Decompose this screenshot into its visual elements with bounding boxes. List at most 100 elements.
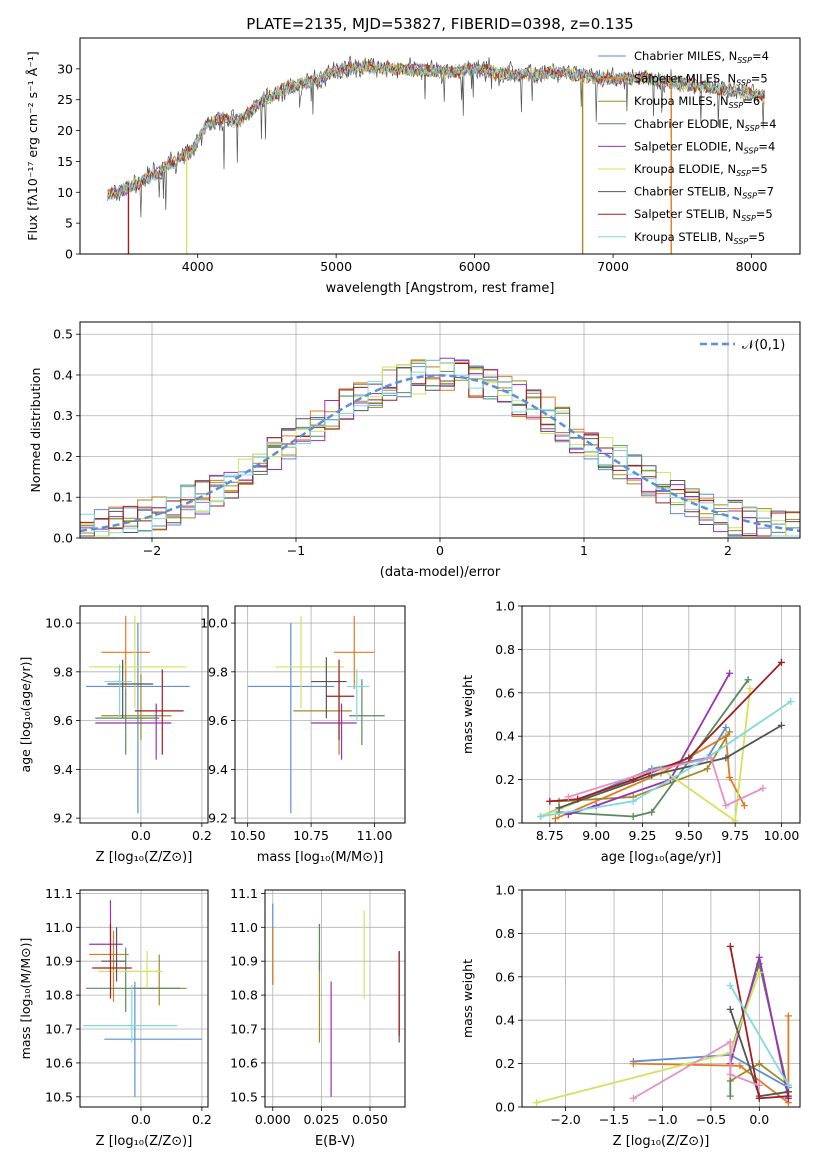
- plot-frame: [521, 889, 801, 1108]
- y-tick-label: 9.4: [208, 762, 228, 777]
- y-tick-label: 11.0: [230, 920, 258, 935]
- error-cross: [101, 674, 172, 741]
- y-tick-label: 9.2: [53, 811, 73, 826]
- weight-marker: [726, 669, 734, 677]
- y-tick-label: 9.6: [53, 713, 73, 728]
- plot-area: [80, 357, 800, 538]
- plot-frame: [79, 605, 209, 824]
- x-tick-label: 7000: [597, 259, 629, 274]
- plot-area: [83, 900, 202, 1097]
- gridlines: [235, 606, 405, 823]
- x-tick-label: 6000: [459, 259, 491, 274]
- y-tick-label: 10.7: [230, 1022, 258, 1037]
- x-tick-label: 0: [436, 543, 444, 558]
- error-cross: [311, 703, 357, 760]
- weight-series: [536, 972, 761, 1104]
- x-axis-label: E(B-V): [315, 1134, 355, 1149]
- error-cross: [104, 981, 202, 1097]
- plot-area: [272, 903, 400, 1097]
- y-tick-label: 0.6: [495, 969, 515, 984]
- error-cross: [107, 659, 154, 719]
- weight-marker: [722, 754, 730, 762]
- panel-z-weight: −2.0 −1.5 −1.0 −0.5 0.0 0.0 0.2 0.4 0.6 0.8 1.0 Z […: [460, 883, 801, 1149]
- error-cross: [83, 984, 178, 1043]
- y-tick-label: 0.8: [495, 926, 515, 941]
- figure-title: PLATE=2135, MJD=53827, FIBERID=0398, z=0…: [246, 15, 633, 33]
- legend-label: Salpeter MILES, NSSP=5: [634, 72, 768, 88]
- y-tick-label: 10.5: [230, 1089, 258, 1104]
- legend-label: Chabrier MILES, NSSP=4: [634, 49, 769, 65]
- panels-layer: 4000 5000 6000 7000 8000051015202530waveleng…: [18, 37, 801, 1149]
- x-tick-label: 9.50: [675, 828, 703, 843]
- error-cross: [131, 954, 187, 1006]
- y-tick-label: 0.2: [495, 772, 515, 787]
- weight-marker: [726, 1092, 734, 1100]
- y-tick-label: 15: [57, 154, 73, 169]
- x-tick-label: 9.75: [721, 828, 749, 843]
- error-cross: [89, 900, 123, 962]
- weight-marker: [722, 724, 730, 732]
- plot-frame: [79, 37, 801, 255]
- panel-z-age: 0.0 0.2 9.2 9.4 9.6 9.8 10.0 Z [log₁₀(Z/Z⊙)] age…: [18, 605, 212, 865]
- weight-marker: [551, 815, 559, 823]
- x-axis-label: mass [log₁₀(M/M⊙)]: [257, 850, 384, 865]
- y-axis-label: mass [log₁₀(M/M⊙)]: [18, 938, 33, 1060]
- error-cross: [95, 688, 160, 755]
- weight-marker: [685, 754, 693, 762]
- gridlines: [80, 322, 800, 539]
- y-tick-label: 0.1: [53, 490, 73, 505]
- error-cross: [101, 927, 126, 982]
- weight-marker: [740, 802, 748, 810]
- plot-frame: [79, 889, 209, 1108]
- weight-marker: [703, 765, 711, 773]
- weight-marker: [726, 1070, 734, 1078]
- weight-marker: [731, 817, 739, 823]
- y-tick-label: 0.3: [53, 408, 73, 423]
- x-tick-label: 10.75: [293, 828, 329, 843]
- x-tick-label: 1: [580, 543, 588, 558]
- y-tick-label: 0.4: [53, 367, 73, 382]
- legend: 𝒩(0,1): [700, 338, 785, 353]
- y-tick-label: 30: [57, 61, 73, 76]
- x-tick-label: 8.75: [536, 828, 564, 843]
- weight-marker: [574, 795, 582, 803]
- x-tick-label: −1: [287, 543, 305, 558]
- weight-marker: [555, 804, 563, 812]
- y-tick-label: 1.0: [495, 599, 515, 614]
- legend-label: Salpeter STELIB, NSSP=5: [634, 207, 773, 223]
- y-tick-label: 10.6: [230, 1055, 258, 1070]
- error-cross: [89, 615, 187, 709]
- y-tick-label: 0.8: [495, 642, 515, 657]
- x-tick-label: 8000: [736, 259, 768, 274]
- y-tick-label: 0.2: [495, 1056, 515, 1071]
- x-axis-label: Z [log₁₀(Z/Z⊙)]: [613, 1134, 710, 1149]
- plot-frame: [521, 605, 801, 824]
- weight-marker: [726, 981, 734, 989]
- weight-marker: [759, 784, 767, 792]
- panel-spectrum: 4000 5000 6000 7000 8000 0 5 10 15 20 25 30 waveleng…: [25, 37, 801, 296]
- y-tick-label: 10: [57, 185, 73, 200]
- y-tick-label: 9.2: [208, 811, 228, 826]
- legend-label: 𝒩(0,1): [742, 338, 785, 353]
- spectrum-series: [107, 59, 766, 201]
- error-cross: [247, 623, 334, 814]
- plot-area: [107, 55, 766, 254]
- weight-marker: [629, 797, 637, 805]
- panel-residuals: −2 −1 0 1 2 0.0 0.1 0.2 0.3 0.4 0.5 (data-model)/er…: [28, 321, 801, 580]
- x-tick-label: −1.5: [599, 1112, 629, 1127]
- weight-series: [729, 985, 790, 1086]
- weight-marker: [707, 754, 715, 762]
- x-tick-label: 9.00: [582, 828, 610, 843]
- y-tick-label: 10.9: [45, 954, 73, 969]
- x-tick-label: −1.0: [647, 1112, 677, 1127]
- y-tick-label: 10.7: [45, 1022, 73, 1037]
- weight-marker: [648, 808, 656, 816]
- y-tick-label: 0.0: [495, 816, 515, 831]
- y-tick-label: 0.5: [53, 327, 73, 342]
- weight-marker: [546, 797, 554, 805]
- x-tick-label: 0.000: [255, 1112, 291, 1127]
- x-tick-label: 10.00: [764, 828, 800, 843]
- weight-marker: [777, 721, 785, 729]
- weight-marker: [784, 1081, 792, 1089]
